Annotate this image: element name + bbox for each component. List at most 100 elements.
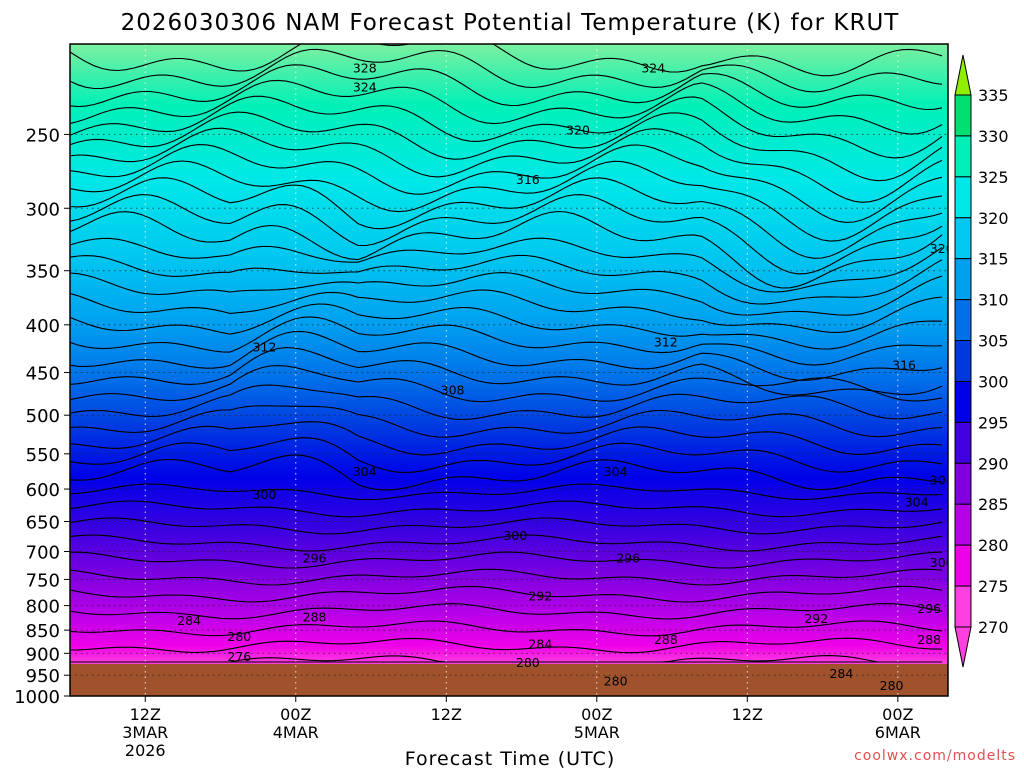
colorbar-label: 305 <box>978 332 1009 351</box>
colorbar-label: 290 <box>978 454 1009 473</box>
colorbar-segment <box>954 421 972 464</box>
isentrope-line <box>70 79 943 135</box>
colorbar-max-arrow <box>954 54 972 96</box>
colorbar-label: 335 <box>978 86 1009 105</box>
time-tick-label: 00Z <box>581 705 612 724</box>
time-tick-label: 12Z <box>431 705 462 724</box>
colorbar-segment <box>954 544 972 587</box>
isentrope-line <box>70 437 943 474</box>
colorbar-label: 315 <box>978 250 1009 269</box>
pressure-tick-label: 800 <box>26 597 60 618</box>
colorbar-label: 330 <box>978 127 1009 146</box>
time-tick-label: 3MAR <box>122 723 168 742</box>
time-tick-label: 12Z <box>732 705 763 724</box>
isentrope-contours <box>70 44 943 663</box>
colorbar-label: 320 <box>978 209 1009 228</box>
isentrope-line <box>70 111 943 182</box>
contour-label: 288 <box>303 610 327 625</box>
colorbar-label: 275 <box>978 577 1009 596</box>
isentrope-line <box>70 347 943 396</box>
isentrope-line <box>70 160 943 242</box>
pressure-tick-label: 950 <box>26 666 60 687</box>
pressure-tick-label: 450 <box>26 364 60 385</box>
isentrope-line <box>70 384 943 421</box>
isentrope-line <box>70 620 943 637</box>
contour-label: 292 <box>528 588 552 603</box>
contour-label: 308 <box>441 382 465 397</box>
colorbar-label: 310 <box>978 291 1009 310</box>
isentrope-line <box>70 365 943 403</box>
credit-text: coolwx.com/modelts <box>854 748 1016 764</box>
pressure-tick-label: 300 <box>26 199 60 220</box>
contour-label: 308 <box>930 472 954 487</box>
plot-frame <box>69 43 949 697</box>
time-tick-label: 12Z <box>130 705 161 724</box>
isentrope-line <box>70 637 942 654</box>
contour-label: 304 <box>604 464 628 479</box>
isentrope-line <box>70 454 943 491</box>
colorbar-segment <box>954 258 972 301</box>
contour-label: 296 <box>303 550 327 565</box>
contour-label: 288 <box>917 632 941 647</box>
contour-label: 284 <box>528 636 552 651</box>
colorbar-segment <box>954 462 972 505</box>
contour-label: 300 <box>503 528 527 543</box>
contour-label: 312 <box>252 339 276 354</box>
pressure-tick-label: 700 <box>26 543 60 564</box>
chart-title: 2026030306 NAM Forecast Potential Temper… <box>121 10 900 36</box>
time-tick-label: 00Z <box>882 705 913 724</box>
isentrope-line <box>70 483 943 501</box>
contour-label: 320 <box>566 123 590 138</box>
contour-label: 300 <box>252 487 276 502</box>
isentrope-line <box>70 316 943 366</box>
isentrope-line <box>70 585 943 603</box>
isentrope-line <box>70 551 943 569</box>
isentrope-line <box>70 237 943 293</box>
isentrope-line <box>70 210 943 289</box>
pressure-tick-label: 550 <box>26 445 60 466</box>
colorbar-segment <box>954 176 972 219</box>
time-tick-label: 00Z <box>280 705 311 724</box>
colorbar-label: 300 <box>978 372 1009 391</box>
isentrope-line <box>70 144 943 223</box>
contour-label: 296 <box>917 601 941 616</box>
pressure-tick-label: 400 <box>26 316 60 337</box>
contour-label: 320 <box>930 241 954 256</box>
contour-label: 280 <box>604 674 628 689</box>
contour-label: 292 <box>804 611 828 626</box>
pressure-tick-label: 750 <box>26 570 60 591</box>
contour-label: 324 <box>353 79 377 94</box>
contour-label: 304 <box>905 495 929 510</box>
contour-label: 280 <box>880 678 904 693</box>
contour-label: 312 <box>654 335 678 350</box>
isentrope-line <box>70 289 943 333</box>
colorbar-label: 270 <box>978 618 1009 637</box>
colorbar-segment <box>954 135 972 178</box>
pressure-tick-label: 850 <box>26 621 60 642</box>
x-axis-title: Forecast Time (UTC) <box>405 748 615 768</box>
terrain-ground <box>70 664 948 696</box>
colorbar-segment <box>954 380 972 423</box>
contour-label: 284 <box>829 666 853 681</box>
contour-label: 316 <box>892 357 916 372</box>
colorbar-segment <box>954 94 972 137</box>
isentrope-line <box>70 44 943 77</box>
isentrope-line <box>70 48 943 93</box>
time-tick-label: 5MAR <box>574 723 620 742</box>
contour-label: 288 <box>654 632 678 647</box>
colorbar-segment <box>954 340 972 382</box>
time-tick-label: 6MAR <box>875 723 921 742</box>
colorbar-segment <box>954 217 972 260</box>
colorbar-label: 280 <box>978 536 1009 555</box>
isentrope-line <box>70 272 943 316</box>
colorbar-label: 325 <box>978 168 1009 187</box>
isentrope-line <box>70 95 943 159</box>
isentrope-line <box>70 127 943 203</box>
contour-label: 316 <box>516 172 540 187</box>
isentrope-line <box>70 177 943 259</box>
isentrope-line <box>70 568 943 586</box>
pressure-tick-label: 350 <box>26 262 60 283</box>
